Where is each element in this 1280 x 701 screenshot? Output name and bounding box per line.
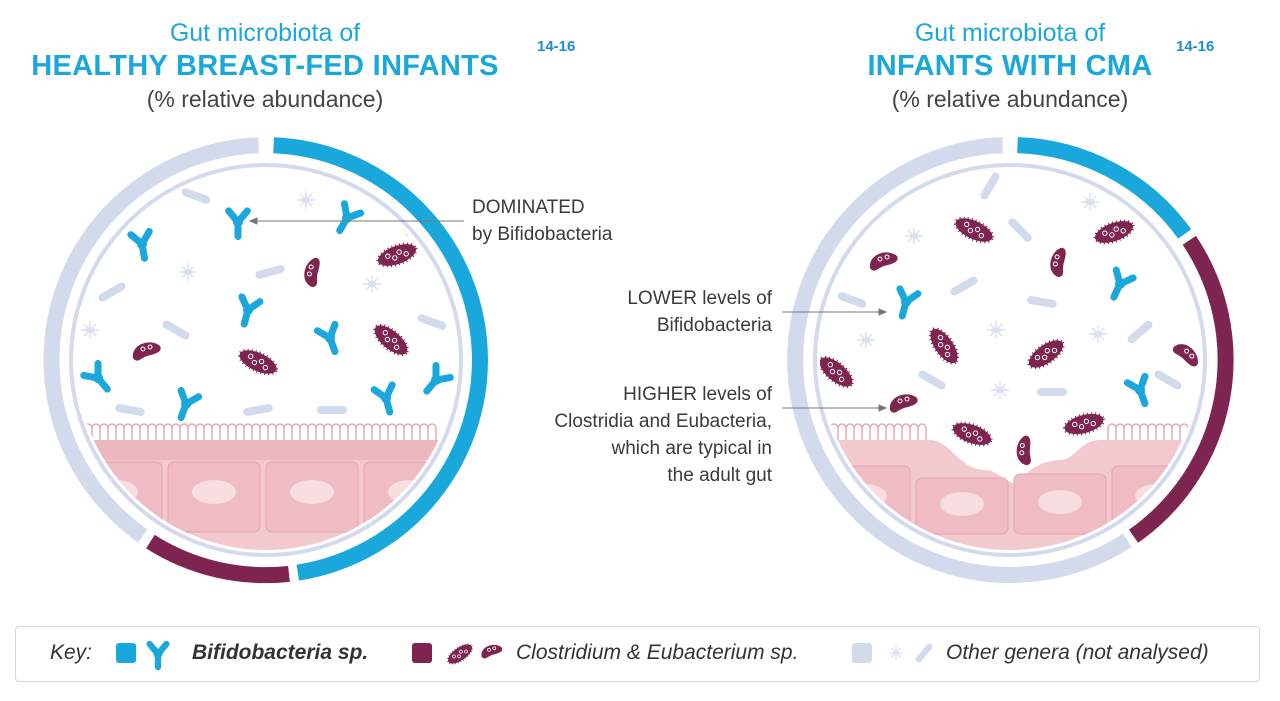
legend-other-label: Other genera (not analysed) [946,641,1209,664]
legend-box [15,626,1260,682]
annotation-higher: HIGHER levels of Clostridia and Eubacter… [554,384,772,486]
left-title-line3: (% relative abundance) [146,86,384,112]
left-title: Gut microbiota of HEALTHY BREAST-FED INF… [0,18,530,114]
legend-bifido-label: Bifidobacteria sp. [192,641,369,664]
key-other-swatch [852,643,872,663]
right-ring-clostridium [1128,235,1234,543]
right-title-line1: Gut microbiota of [914,19,1106,47]
annotation-lower: LOWER levels of Bifidobacteria [627,288,772,336]
left-abundance-ring [43,137,488,584]
left-title-line2: HEALTHY BREAST-FED INFANTS [31,50,499,82]
left-inner-rim [69,163,463,557]
left-ring-clostridium [146,534,290,584]
right-ring-other [787,137,1132,583]
right-title-line2: INFANTS WITH CMA [867,50,1153,82]
key-icons [116,639,934,671]
annotation-dominated: DOMINATED by Bifidobacteria [472,197,613,245]
right-circle [787,137,1234,583]
right-abundance-ring [787,137,1234,583]
callout-lines [248,217,888,412]
right-inner-rim [813,163,1207,557]
left-reference: 14-16 [537,38,576,55]
right-title-line3: (% relative abundance) [891,86,1129,112]
left-ring-bifidobacteria [273,137,488,581]
right-ring-bifidobacteria [1017,137,1192,239]
left-circle [43,137,488,584]
key-bifido-swatch [116,643,136,663]
left-gut-section [76,170,456,550]
right-reference: 14-16 [1176,38,1215,55]
key-clostridium-swatch [412,643,432,663]
left-ring-other [43,137,259,543]
right-villi [829,423,1189,440]
left-villi [76,423,437,440]
legend-label: Key: [50,641,93,664]
right-title: Gut microbiota of INFANTS WITH CMA (% re… [790,18,1230,114]
legend-clostridium-label: Clostridium & Eubacterium sp. [516,641,799,664]
left-title-line1: Gut microbiota of [169,19,361,47]
